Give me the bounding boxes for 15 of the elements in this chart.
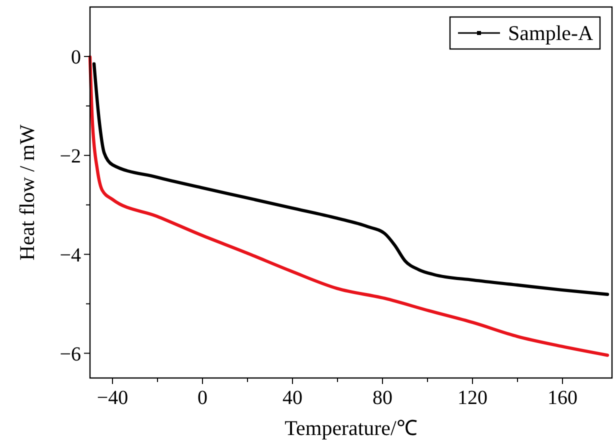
y-tick-label: −6 [60, 343, 81, 366]
x-tick-label: 120 [458, 387, 488, 409]
x-tick-label: −40 [96, 387, 128, 409]
line-series [92, 62, 610, 296]
y-tick-label: −2 [60, 145, 81, 168]
y-tick-label: 0 [71, 46, 81, 68]
x-tick-label: 0 [198, 387, 208, 409]
line-series [88, 55, 610, 357]
y-tick-label: −4 [60, 244, 81, 266]
x-tick-label: 160 [548, 387, 578, 409]
x-tick-label: 40 [282, 387, 302, 409]
x-axis-title: Temperature/℃ [284, 416, 418, 440]
legend-label: Sample-A [508, 21, 594, 45]
x-tick-label: 80 [372, 387, 392, 409]
y-axis-title: Heat flow / mW [15, 124, 39, 260]
